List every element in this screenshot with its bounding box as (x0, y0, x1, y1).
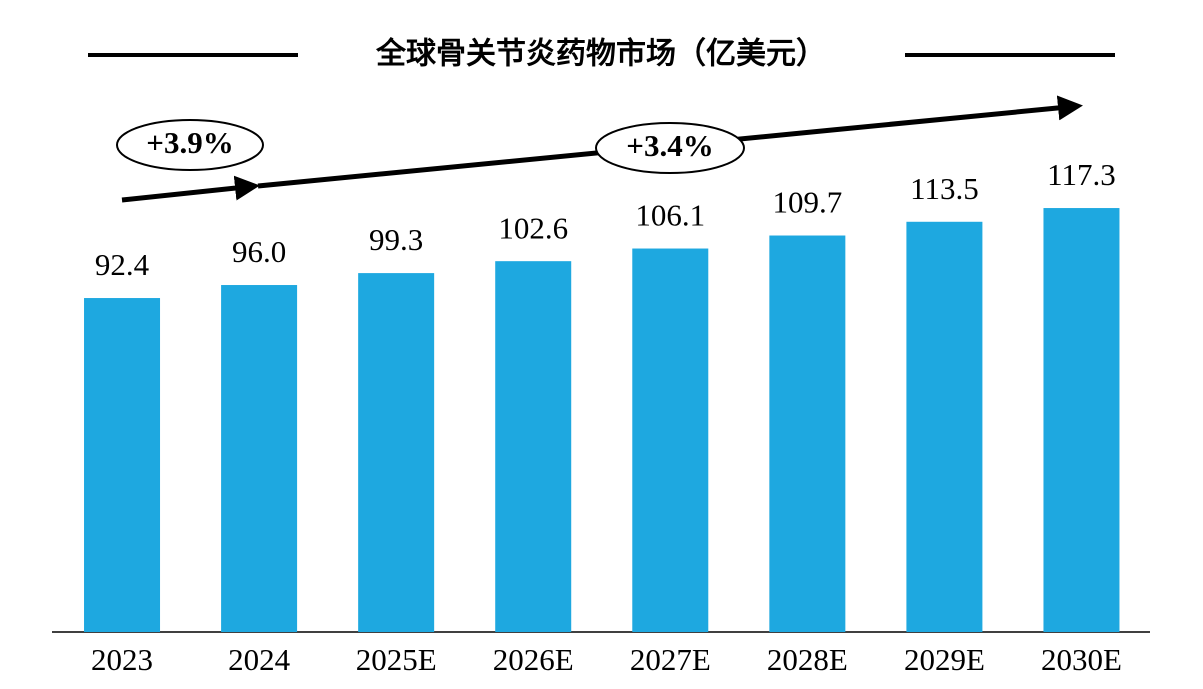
bar (495, 261, 572, 632)
x-tick-label: 2024 (228, 642, 291, 677)
data-label: 92.4 (95, 247, 150, 282)
bar (769, 235, 846, 632)
x-tick-label: 2029E (904, 642, 985, 677)
bar (84, 298, 161, 632)
x-tick-label: 2027E (630, 642, 711, 677)
x-tick-label: 2026E (493, 642, 574, 677)
data-label: 106.1 (635, 198, 705, 233)
bar (221, 285, 298, 632)
bar (1043, 208, 1120, 632)
bar (358, 273, 435, 632)
x-tick-label: 2030E (1041, 642, 1122, 677)
data-label: 96.0 (232, 234, 286, 269)
data-label: 102.6 (498, 210, 568, 245)
annotation: +3.9% (146, 125, 233, 160)
bar (906, 221, 983, 632)
x-tick-label: 2028E (767, 642, 848, 677)
x-tick-label: 2025E (356, 642, 437, 677)
annotation-bubble (595, 122, 745, 174)
x-tick-label: 2023 (91, 642, 153, 677)
bar (632, 248, 709, 632)
data-label: 113.5 (910, 171, 979, 206)
data-label: 99.3 (369, 222, 423, 257)
trend-arrow (121, 175, 260, 203)
data-label: 117.3 (1047, 157, 1116, 192)
data-label: 109.7 (772, 185, 842, 220)
annotation: +3.4% (626, 128, 713, 163)
chart-title: 全球骨关节炎药物市场（亿美元） (375, 37, 826, 72)
annotation-bubble (116, 119, 264, 171)
